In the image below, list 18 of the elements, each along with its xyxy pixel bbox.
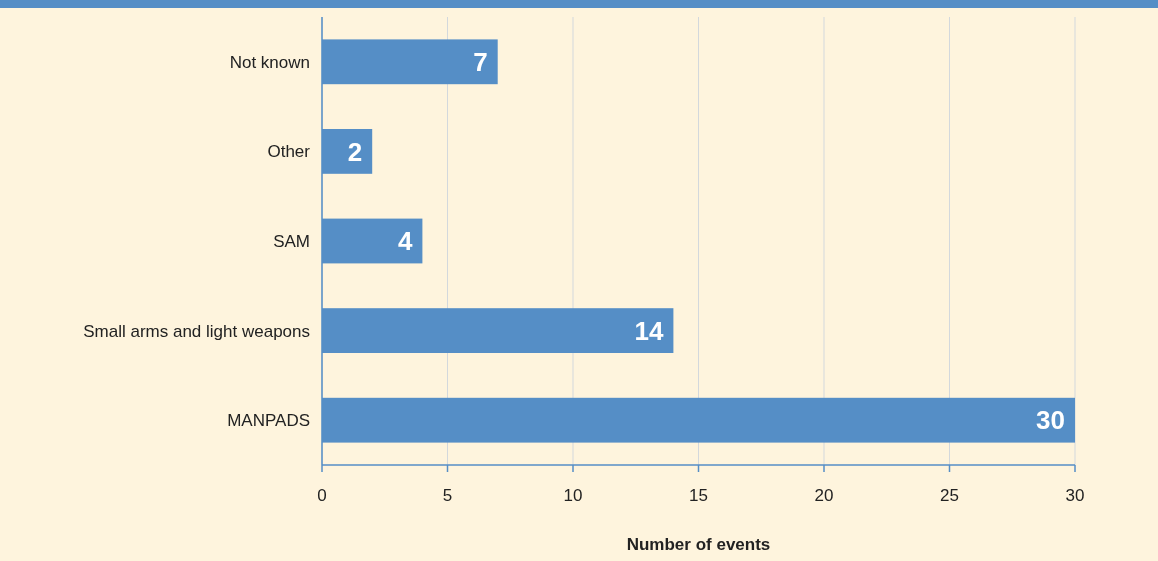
y-tick-label: MANPADS [227, 411, 310, 431]
x-tick-label: 30 [1065, 486, 1085, 505]
y-tick-label: Not known [229, 52, 310, 72]
data-label: 14 [634, 315, 664, 346]
data-label: 30 [1036, 405, 1065, 436]
x-tick-label: 5 [442, 486, 453, 505]
y-tick-label: Other [267, 142, 311, 162]
x-tick-label: 0 [317, 486, 327, 505]
data-label: 4 [397, 226, 413, 257]
y-tick-label: SAM [273, 231, 310, 251]
x-tick-label: 10 [563, 486, 583, 505]
x-tick-label: 20 [814, 486, 834, 505]
data-label: 2 [347, 136, 363, 167]
x-axis-title: Number of events [626, 535, 771, 554]
data-label: 7 [473, 46, 488, 77]
x-tick-label: 15 [689, 486, 708, 505]
y-tick-label: Small arms and light weapons [83, 321, 310, 341]
x-tick-label: 25 [940, 486, 959, 505]
